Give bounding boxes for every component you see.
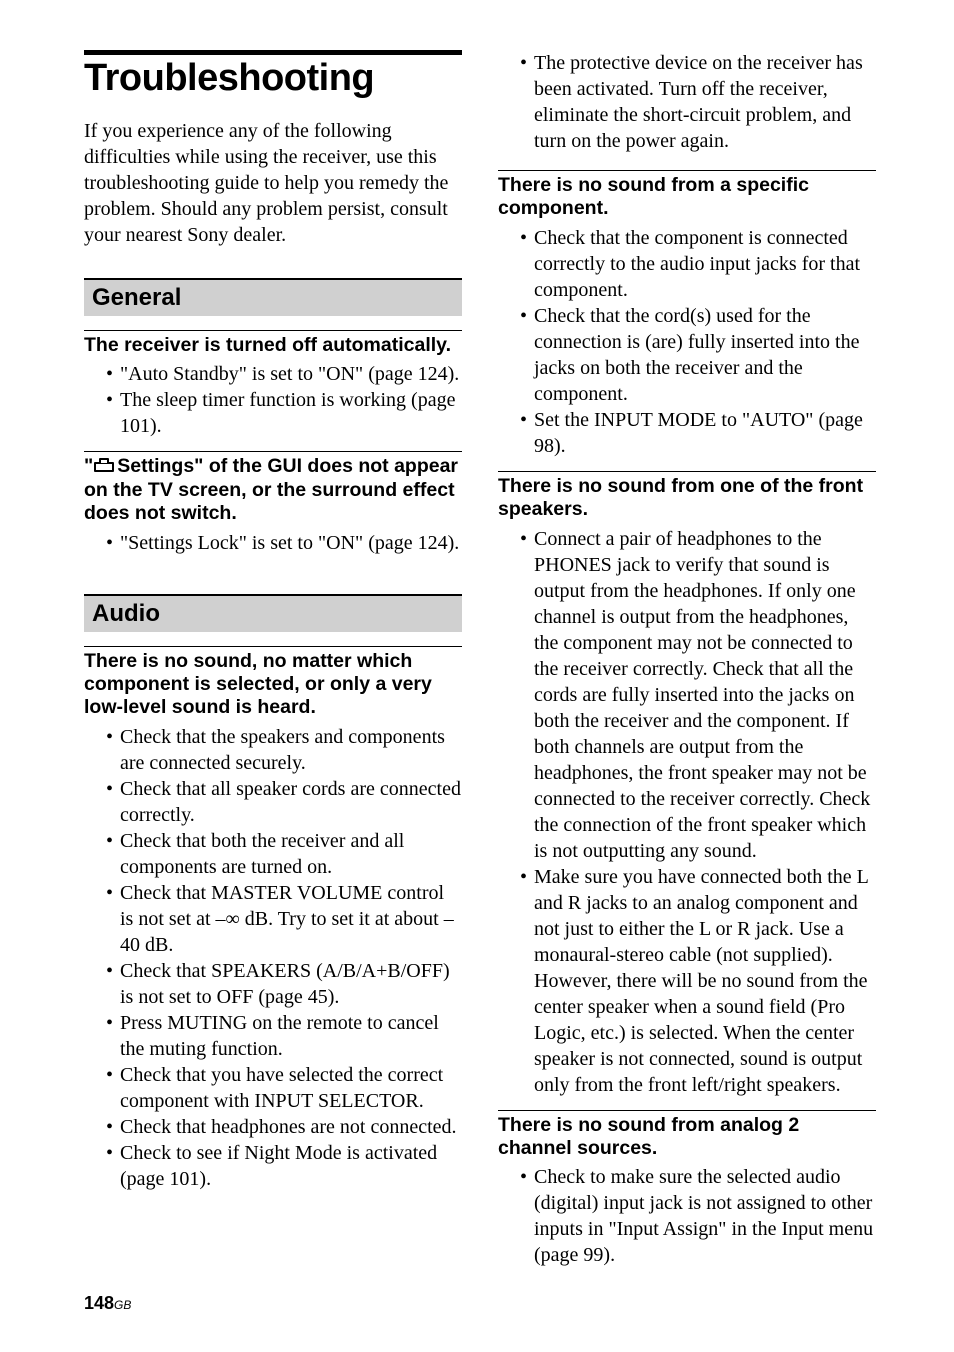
list-item: "Auto Standby" is set to "ON" (page 124)… xyxy=(106,361,462,387)
list-item: Check that headphones are not connected. xyxy=(106,1114,462,1140)
section-header-general: General xyxy=(84,278,462,316)
topic-no-sound-analog: There is no sound from analog 2 channel … xyxy=(498,1110,876,1269)
list-item: Check that MASTER VOLUME control is not … xyxy=(106,880,462,958)
left-column: Troubleshooting If you experience any of… xyxy=(84,50,462,1280)
topic-title: There is no sound from a specific compon… xyxy=(498,174,876,221)
list-item: Check that the cord(s) used for the conn… xyxy=(520,303,876,407)
topic-title: There is no sound from one of the front … xyxy=(498,475,876,522)
bullet-list: Check that the component is connected co… xyxy=(498,225,876,459)
topic-title: The receiver is turned off automatically… xyxy=(84,334,462,357)
list-item: Check that both the receiver and all com… xyxy=(106,828,462,880)
page-number-value: 148 xyxy=(84,1293,114,1313)
title-rule xyxy=(84,50,462,55)
list-item: Check that the component is connected co… xyxy=(520,225,876,303)
topic-title: There is no sound from analog 2 channel … xyxy=(498,1114,876,1161)
main-title: Troubleshooting xyxy=(84,57,462,100)
bullet-list: Check that the speakers and components a… xyxy=(84,724,462,1192)
list-item: Connect a pair of headphones to the PHON… xyxy=(520,526,876,864)
topic-title: There is no sound, no matter which compo… xyxy=(84,650,462,720)
list-item: Make sure you have connected both the L … xyxy=(520,864,876,1098)
topic-title: "Settings" of the GUI does not appear on… xyxy=(84,455,462,525)
list-item: Check to see if Night Mode is activated … xyxy=(106,1140,462,1192)
list-item: Check that the speakers and components a… xyxy=(106,724,462,776)
list-item: Check that you have selected the correct… xyxy=(106,1062,462,1114)
list-item: The protective device on the receiver ha… xyxy=(520,50,876,154)
page-number: 148GB xyxy=(84,1293,131,1314)
topic-receiver-off: The receiver is turned off automatically… xyxy=(84,330,462,439)
bullet-list: "Auto Standby" is set to "ON" (page 124)… xyxy=(84,361,462,439)
list-item: Press MUTING on the remote to cancel the… xyxy=(106,1010,462,1062)
title-after-icon: Settings" of the GUI does not appear on … xyxy=(84,455,458,524)
topic-no-sound-front: There is no sound from one of the front … xyxy=(498,471,876,1098)
spacer xyxy=(84,568,462,588)
list-item: Check that SPEAKERS (A/B/A+B/OFF) is not… xyxy=(106,958,462,1010)
topic-gui-settings: "Settings" of the GUI does not appear on… xyxy=(84,451,462,555)
section-header-audio: Audio xyxy=(84,594,462,632)
page-region: GB xyxy=(114,1298,131,1312)
right-column: The protective device on the receiver ha… xyxy=(498,50,876,1280)
list-item: Check that all speaker cords are connect… xyxy=(106,776,462,828)
title-prefix: " xyxy=(84,455,93,477)
bullet-list: Connect a pair of headphones to the PHON… xyxy=(498,526,876,1098)
list-item: Set the INPUT MODE to "AUTO" (page 98). xyxy=(520,407,876,459)
toolbox-icon xyxy=(93,456,115,479)
list-item: The sleep timer function is working (pag… xyxy=(106,387,462,439)
two-column-layout: Troubleshooting If you experience any of… xyxy=(84,50,876,1280)
bullet-list: "Settings Lock" is set to "ON" (page 124… xyxy=(84,530,462,556)
continuation-bullet-list: The protective device on the receiver ha… xyxy=(498,50,876,154)
bullet-list: Check to make sure the selected audio (d… xyxy=(498,1164,876,1268)
intro-paragraph: If you experience any of the following d… xyxy=(84,118,462,248)
topic-no-sound: There is no sound, no matter which compo… xyxy=(84,646,462,1192)
list-item: Check to make sure the selected audio (d… xyxy=(520,1164,876,1268)
topic-no-sound-specific: There is no sound from a specific compon… xyxy=(498,170,876,459)
list-item: "Settings Lock" is set to "ON" (page 124… xyxy=(106,530,462,556)
